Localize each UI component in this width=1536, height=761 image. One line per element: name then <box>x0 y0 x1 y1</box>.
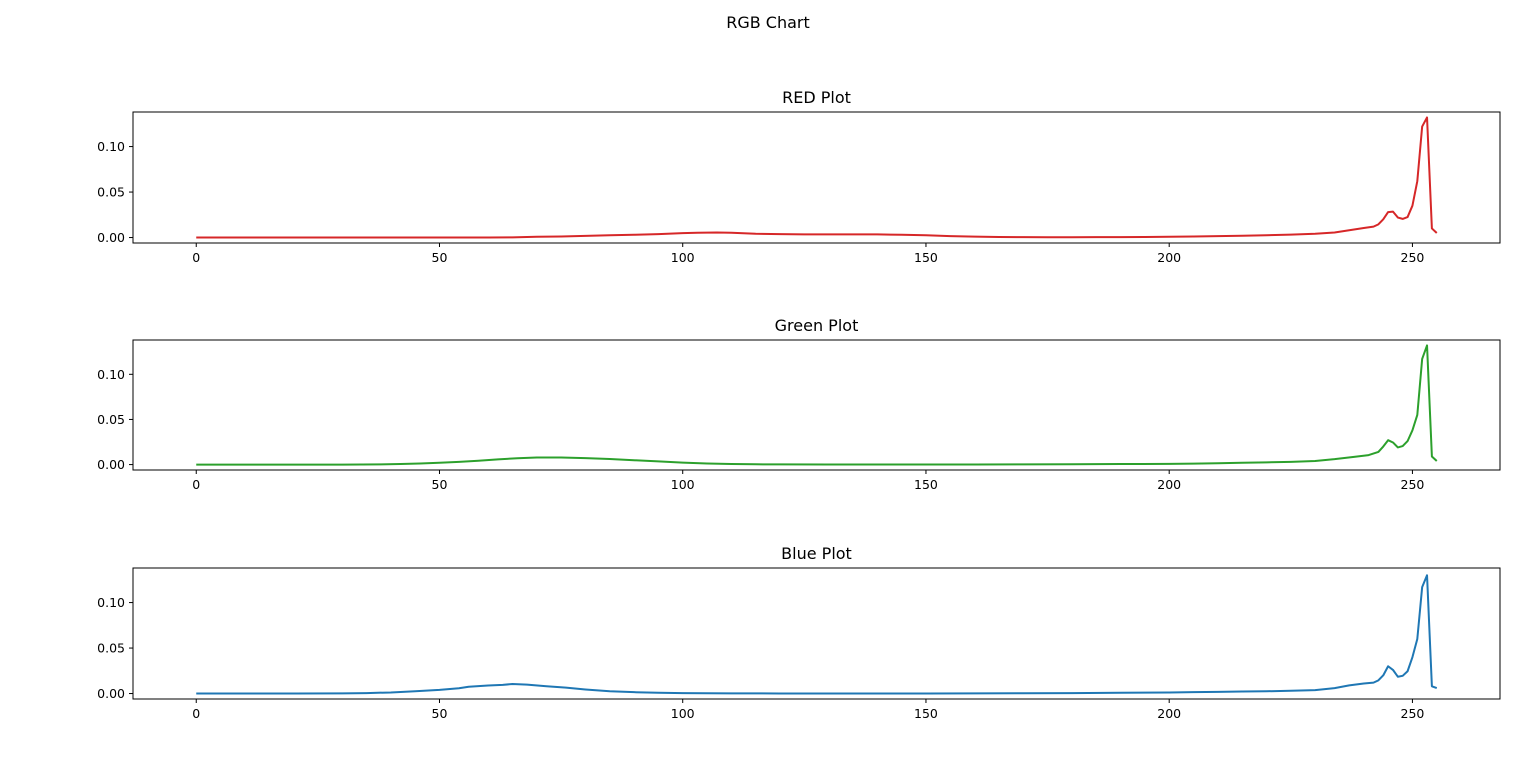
green-ytick-label: 0.05 <box>97 412 125 427</box>
blue-xtick-label: 250 <box>1401 706 1425 721</box>
red-xtick-label: 50 <box>432 250 448 265</box>
green-ytick-label: 0.10 <box>97 367 125 382</box>
green-ytick-label: 0.00 <box>97 457 125 472</box>
figure-title: RGB Chart <box>726 13 810 32</box>
red-plot-title: RED Plot <box>782 88 851 107</box>
green-xtick-label: 150 <box>914 477 938 492</box>
red-xtick-label: 200 <box>1157 250 1181 265</box>
red-xtick-label: 250 <box>1401 250 1425 265</box>
green-xtick-label: 100 <box>671 477 695 492</box>
red-xtick-label: 100 <box>671 250 695 265</box>
red-axes-frame <box>132 111 1501 244</box>
green-xtick-label: 250 <box>1401 477 1425 492</box>
green-series-line <box>196 344 1438 466</box>
blue-xtick-label: 150 <box>914 706 938 721</box>
blue-ytick-label: 0.10 <box>97 595 125 610</box>
blue-series-line <box>196 574 1438 695</box>
red-xtick-label: 0 <box>192 250 200 265</box>
green-xtick-label: 0 <box>192 477 200 492</box>
blue-xtick-label: 200 <box>1157 706 1181 721</box>
red-ytick-label: 0.00 <box>97 230 125 245</box>
green-xtick-label: 50 <box>432 477 448 492</box>
green-plot: Green Plot 0 50 100 150 200 250 0.00 0.05 0.10 <box>97 316 1501 492</box>
red-ytick-label: 0.10 <box>97 139 125 154</box>
blue-plot: Blue Plot 0 50 100 150 200 250 0.00 0.05 0.10 <box>97 544 1501 721</box>
blue-ytick-label: 0.00 <box>97 686 125 701</box>
blue-ytick-label: 0.05 <box>97 641 125 656</box>
red-plot: RED Plot 0 50 100 150 200 250 0.00 0.05 0.10 <box>97 88 1501 265</box>
blue-xtick-label: 0 <box>192 706 200 721</box>
green-axes-frame <box>132 339 1501 471</box>
red-ytick-label: 0.05 <box>97 185 125 200</box>
green-xtick-label: 200 <box>1157 477 1181 492</box>
blue-xtick-label: 100 <box>671 706 695 721</box>
green-plot-title: Green Plot <box>775 316 859 335</box>
blue-xtick-label: 50 <box>432 706 448 721</box>
red-xtick-label: 150 <box>914 250 938 265</box>
blue-axes-frame <box>132 567 1501 700</box>
red-series-line <box>196 116 1438 239</box>
blue-plot-title: Blue Plot <box>781 544 852 563</box>
